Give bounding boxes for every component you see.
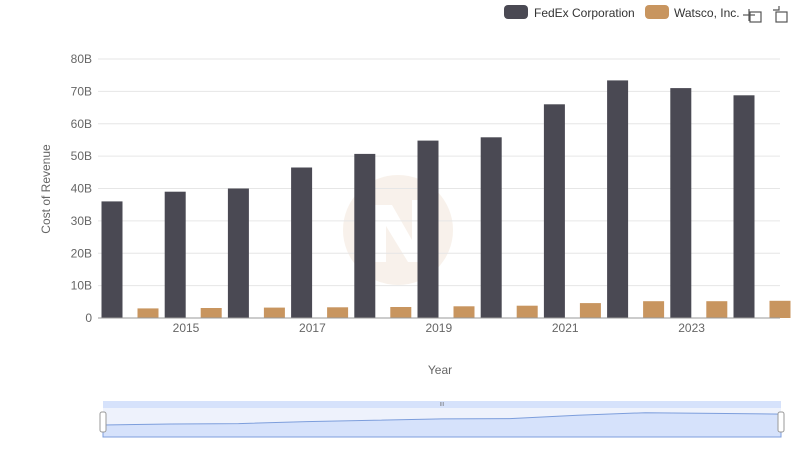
y-tick-label: 60B xyxy=(71,117,92,131)
zoom-icon[interactable] xyxy=(743,9,762,23)
bar-watsco-2022[interactable] xyxy=(643,301,665,318)
bar-watsco-2023[interactable] xyxy=(706,301,728,318)
x-tick-label: 2019 xyxy=(425,321,452,335)
bar-watsco-2017[interactable] xyxy=(327,307,349,318)
x-tick-label: 2023 xyxy=(678,321,705,335)
bar-watsco-2018[interactable] xyxy=(390,307,412,318)
legend-item-fedex[interactable]: FedEx Corporation xyxy=(504,5,635,20)
bar-fedex-2017[interactable] xyxy=(291,167,313,319)
bar-watsco-2015[interactable] xyxy=(200,308,222,318)
bar-fedex-2014[interactable] xyxy=(101,201,123,318)
navigator-top-bar[interactable] xyxy=(103,401,781,408)
legend-item-watsco[interactable]: Watsco, Inc. xyxy=(645,5,740,20)
legend-swatch-fedex xyxy=(504,5,528,19)
y-axis-ticks: 0 10B 20B 30B 40B 50B 60B 70B 80B xyxy=(71,52,93,325)
gridlines xyxy=(98,58,780,287)
navigator-handle-left[interactable] xyxy=(99,411,107,433)
bar-fedex-2020[interactable] xyxy=(480,137,502,318)
y-axis-title: Cost of Revenue xyxy=(39,144,53,234)
bar-watsco-2021[interactable] xyxy=(579,303,601,318)
y-tick-label: 30B xyxy=(71,214,92,228)
bar-fedex-2016[interactable] xyxy=(227,188,249,319)
x-axis-ticks: 2015 2017 2019 2021 2023 xyxy=(173,321,706,335)
y-tick-label: 70B xyxy=(71,84,92,98)
y-tick-label: 10B xyxy=(71,279,92,293)
bars xyxy=(101,80,791,319)
bar-watsco-2019[interactable] xyxy=(453,306,475,318)
range-navigator[interactable]: III xyxy=(99,401,785,438)
navigator-grip[interactable]: III xyxy=(440,402,444,408)
bar-fedex-2018[interactable] xyxy=(354,153,376,318)
y-tick-label: 50B xyxy=(71,149,92,163)
y-tick-label: 20B xyxy=(71,246,92,260)
x-tick-label: 2015 xyxy=(173,321,200,335)
legend: FedEx Corporation Watsco, Inc. xyxy=(504,5,740,20)
y-tick-label: 40B xyxy=(71,182,92,196)
bar-fedex-2023[interactable] xyxy=(670,88,692,318)
navigator-handle-right[interactable] xyxy=(777,411,785,433)
bar-watsco-2020[interactable] xyxy=(516,305,538,318)
x-tick-label: 2017 xyxy=(299,321,326,335)
y-tick-label: 0 xyxy=(85,311,92,325)
bar-fedex-2022[interactable] xyxy=(607,80,629,319)
reset-zoom-icon[interactable] xyxy=(773,6,788,23)
bar-watsco-2024[interactable] xyxy=(769,300,791,318)
bar-fedex-2015[interactable] xyxy=(164,191,186,318)
legend-swatch-watsco xyxy=(645,5,669,19)
x-axis-title: Year xyxy=(428,363,452,377)
legend-label-fedex: FedEx Corporation xyxy=(534,6,635,20)
bar-fedex-2024[interactable] xyxy=(733,95,755,318)
bar-fedex-2019[interactable] xyxy=(417,140,439,318)
y-tick-label: 80B xyxy=(71,52,92,66)
bar-watsco-2016[interactable] xyxy=(263,307,285,318)
navigator-series-area xyxy=(102,412,782,438)
bar-fedex-2021[interactable] xyxy=(543,104,565,318)
bar-watsco-2014[interactable] xyxy=(137,308,159,318)
x-tick-label: 2021 xyxy=(552,321,579,335)
legend-label-watsco: Watsco, Inc. xyxy=(674,6,740,20)
